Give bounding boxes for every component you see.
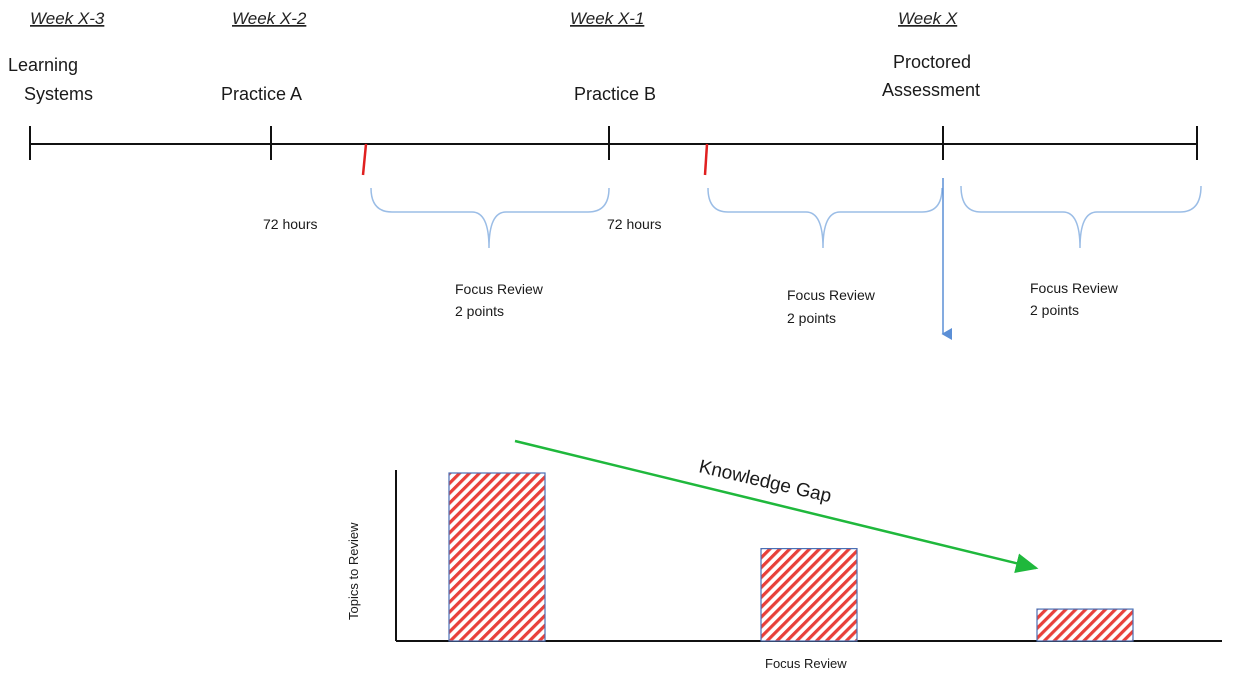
week-label-x: Week X xyxy=(898,9,958,28)
week-label-x3: Week X-3 xyxy=(30,9,105,28)
red-marker-2 xyxy=(703,143,709,176)
milestone-proctored-line2: Assessment xyxy=(882,80,980,100)
milestone-proctored-line1: Proctored xyxy=(893,52,971,72)
timeline-axis xyxy=(29,126,1198,160)
milestone-practice-a: Practice A xyxy=(221,84,302,104)
review-3-line2: 2 points xyxy=(1030,302,1079,318)
milestone-learning-line1: Learning xyxy=(8,55,78,75)
milestone-practice-b: Practice B xyxy=(574,84,656,104)
hours-label-2: 72 hours xyxy=(607,216,661,232)
red-marker-1 xyxy=(361,143,368,176)
bar-chart: Knowledge Gap Topics to Review Focus Rev… xyxy=(346,439,1222,671)
bar-3 xyxy=(1036,608,1134,642)
review-2-line2: 2 points xyxy=(787,310,836,326)
chart-y-label: Topics to Review xyxy=(346,522,361,620)
chart-x-label: Focus Review xyxy=(765,656,847,671)
bar-2 xyxy=(760,547,858,642)
brace-1 xyxy=(370,187,610,249)
knowledge-gap-label: Knowledge Gap xyxy=(697,456,833,507)
knowledge-gap-arrow xyxy=(514,439,1039,573)
review-1-line2: 2 points xyxy=(455,303,504,319)
review-2-line1: Focus Review xyxy=(787,287,876,303)
review-3-line1: Focus Review xyxy=(1030,280,1119,296)
review-1-line1: Focus Review xyxy=(455,281,544,297)
brace-3 xyxy=(960,185,1202,249)
bar-1 xyxy=(448,472,546,642)
week-label-x1: Week X-1 xyxy=(570,9,644,28)
hours-label-1: 72 hours xyxy=(263,216,317,232)
week-label-x2: Week X-2 xyxy=(232,9,307,28)
brace-2 xyxy=(707,187,943,249)
milestone-learning-line2: Systems xyxy=(24,84,93,104)
